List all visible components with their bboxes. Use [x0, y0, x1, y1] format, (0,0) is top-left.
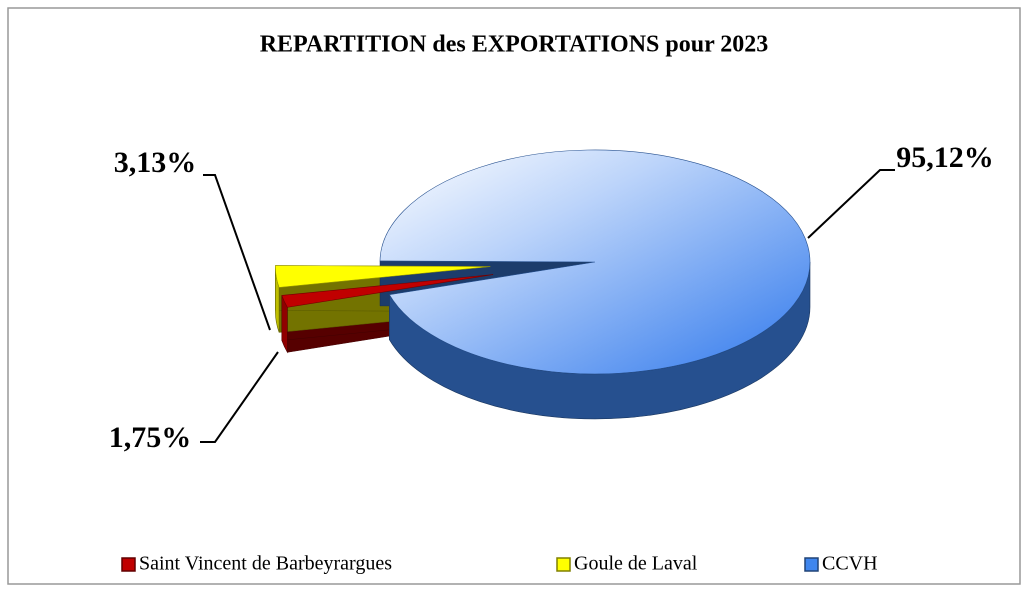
- data-label: 3,13%: [114, 146, 197, 179]
- legend-label: CCVH: [822, 553, 878, 575]
- leader-line: [203, 174, 271, 331]
- legend-label: Goule de Laval: [574, 553, 698, 575]
- slice: [275, 265, 491, 288]
- leader-line: [807, 169, 895, 239]
- data-label: 95,12%: [896, 141, 994, 174]
- slice: [379, 149, 811, 375]
- chart-title: REPARTITION des EXPORTATIONS pour 2023: [260, 32, 769, 58]
- legend-label: Saint Vincent de Barbeyrargues: [139, 553, 392, 575]
- labels: 1,75% 3,13% 95,12%: [109, 141, 994, 454]
- slice: [281, 274, 494, 308]
- legend-marker: [556, 557, 571, 572]
- pie-tops: [275, 149, 811, 375]
- leader-line: [200, 351, 279, 443]
- data-label: 1,75%: [109, 421, 192, 454]
- legend-marker: [804, 557, 819, 572]
- legend-marker: [121, 557, 136, 572]
